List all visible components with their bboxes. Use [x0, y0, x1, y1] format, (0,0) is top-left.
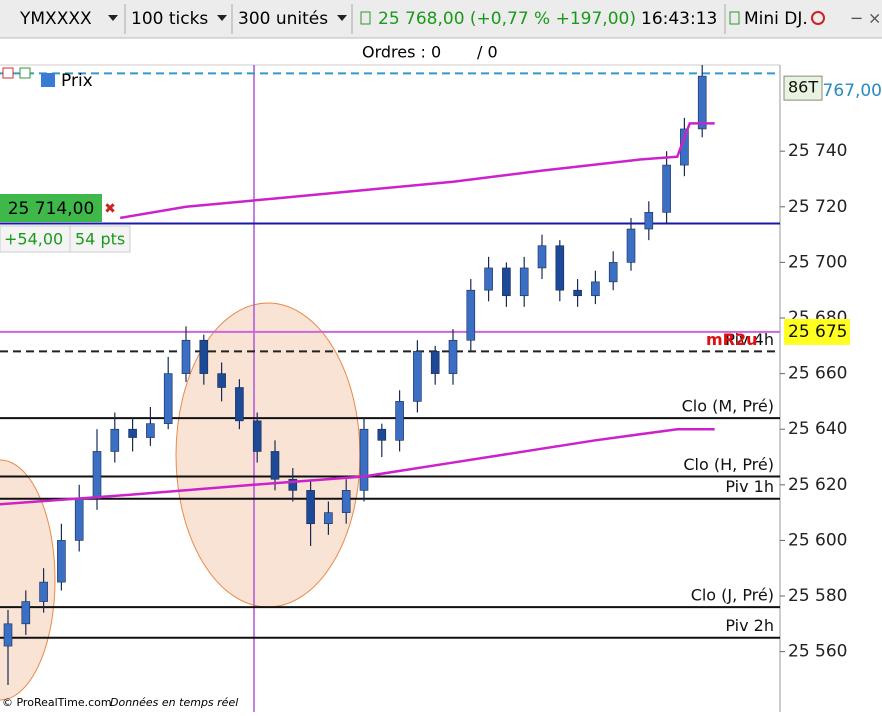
candle-body [21, 601, 31, 625]
close-button[interactable]: × [868, 9, 881, 28]
candle-body [146, 423, 155, 438]
minimize-button[interactable]: − [850, 9, 863, 28]
legend-swatch [41, 73, 55, 87]
refresh-button[interactable] [811, 11, 825, 25]
candle-body [484, 267, 493, 291]
candle-body [288, 478, 298, 491]
y-tick-label: 25 600 [788, 530, 847, 550]
candle-body [430, 351, 440, 374]
order-gain: +54,00 [4, 230, 63, 249]
dropdown-arrow[interactable] [108, 15, 118, 21]
candle-body [92, 451, 102, 500]
legend-label: Prix [61, 71, 93, 91]
level-label: Clo (M, Pré) [682, 397, 774, 416]
indicator-line [119, 122, 715, 220]
candle-body [181, 339, 191, 374]
candle-body [217, 373, 226, 388]
candle-body [644, 212, 654, 230]
toolbar [0, 0, 882, 38]
quote: 25 768,00 (+0,77 % +197,00) [378, 9, 636, 29]
copyright: © ProRealTime.com [2, 696, 112, 709]
candle-body [537, 245, 547, 269]
volume-tag-box [783, 75, 823, 101]
orders-count: / 0 [477, 43, 498, 62]
y-tick-label: 25 720 [788, 197, 847, 217]
candle-body [110, 428, 120, 452]
dropdown-arrow[interactable] [337, 15, 347, 21]
level-label: Clo (H, Pré) [683, 455, 774, 474]
candle-body [3, 623, 13, 647]
highlight-label: 25 675 [788, 322, 847, 342]
candle-body [306, 490, 315, 525]
candle-body [199, 339, 209, 374]
candle-body [519, 267, 529, 297]
instrument[interactable]: YMXXXX [19, 9, 92, 29]
candle-body [74, 498, 84, 541]
level-label: mR2u [706, 330, 758, 349]
order-points: 54 pts [75, 230, 125, 249]
candle-body [377, 428, 387, 441]
candle-body [57, 540, 66, 583]
candle-body [626, 228, 636, 263]
dropdown-arrow[interactable] [217, 15, 227, 21]
candle-body [608, 262, 618, 283]
candle-body [324, 512, 333, 525]
order-price-box[interactable] [0, 194, 102, 222]
level-label: Piv 4h [725, 330, 774, 349]
candle-body [697, 75, 707, 130]
candle-body [395, 401, 404, 441]
orders-label: Ordres : 0 [362, 43, 441, 62]
y-tick-label: 25 560 [788, 642, 847, 662]
candle-body [448, 339, 458, 374]
order-price: 25 714,00 [8, 199, 95, 219]
level-label: Clo (J, Pré) [691, 586, 774, 605]
quote-icon [360, 11, 371, 25]
level-label: Piv 2h [725, 616, 774, 635]
candle-body [128, 428, 137, 438]
candle-body [359, 428, 369, 491]
y-tick-label: 25 660 [788, 364, 847, 384]
candle-body [235, 387, 244, 422]
instrument-name: Mini DJ. [744, 9, 808, 29]
quote-icon [729, 11, 740, 25]
y-tick-label: 25 640 [788, 419, 847, 439]
y-tick-label: 25 620 [788, 475, 847, 495]
candle-body [413, 351, 422, 402]
order-cancel[interactable]: ✖ [104, 201, 116, 217]
candle-body [163, 373, 173, 424]
candle-body [39, 581, 48, 602]
units[interactable]: 300 unités [238, 9, 328, 29]
level-label: Piv 1h [725, 477, 774, 496]
y-tick-label: 25 740 [788, 141, 847, 161]
candle-body [591, 281, 600, 297]
candle-body [341, 490, 351, 513]
candle-body [252, 420, 262, 452]
period[interactable]: 100 ticks [131, 9, 208, 29]
candle-body [270, 451, 280, 480]
highlight-ellipse [0, 459, 56, 701]
candle-body [466, 289, 476, 341]
time: 16:43:13 [641, 9, 717, 29]
order-pnl-box [0, 225, 131, 253]
y-tick-label: 25 700 [788, 252, 847, 272]
scroll-button[interactable] [19, 67, 31, 79]
candle-body [555, 245, 565, 291]
indicator-line [0, 427, 715, 506]
data-note: Données en temps réel [110, 696, 238, 709]
candle-body [662, 164, 671, 213]
scroll-button[interactable] [2, 67, 14, 79]
highlight-box [784, 318, 850, 345]
candle-body [502, 267, 511, 297]
y-tick-label: 25 580 [788, 586, 847, 606]
volume-tag: 86T [788, 78, 818, 97]
candle-body [573, 289, 582, 297]
